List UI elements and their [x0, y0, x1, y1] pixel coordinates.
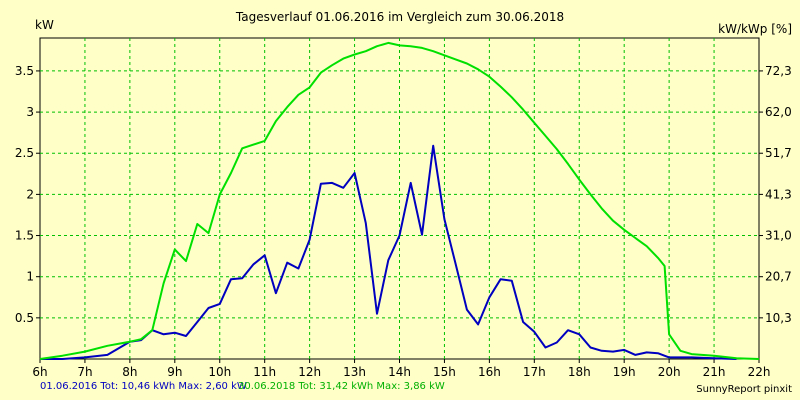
- x-tick-label: 13h: [343, 365, 366, 379]
- y-right-tick-label: 20,7: [765, 270, 792, 284]
- x-tick-label: 15h: [433, 365, 456, 379]
- y-axis-right: 10,3 20,7 31,0 41,3 51,7 62,0 72,3: [759, 64, 792, 325]
- x-tick-label: 11h: [253, 365, 276, 379]
- x-tick-label: 16h: [478, 365, 501, 379]
- y-tick-label: 0.5: [15, 311, 34, 325]
- y-right-tick-label: 62,0: [765, 105, 792, 119]
- x-tick-label: 12h: [298, 365, 321, 379]
- y-tick-label: 3.5: [15, 64, 34, 78]
- x-tick-label: 8h: [122, 365, 137, 379]
- x-tick-label: 9h: [167, 365, 182, 379]
- footer-series-2: 30.06.2018 Tot: 31,42 kWh Max: 3,86 kW: [238, 381, 445, 392]
- x-tick-label: 22h: [748, 365, 771, 379]
- y-right-tick-label: 10,3: [765, 311, 792, 325]
- x-tick-label: 14h: [388, 365, 411, 379]
- x-tick-label: 18h: [568, 365, 591, 379]
- footer-credit: SunnyReport pinxit: [696, 384, 792, 395]
- y-right-tick-label: 31,0: [765, 229, 792, 243]
- x-tick-label: 10h: [208, 365, 231, 379]
- y-tick-label: 2: [26, 187, 34, 201]
- footer-series-1: 01.06.2016 Tot: 10,46 kWh Max: 2,60 kW: [40, 381, 247, 392]
- x-tick-label: 6h: [32, 365, 47, 379]
- series-lines: [39, 41, 760, 360]
- y-right-tick-label: 41,3: [765, 187, 792, 201]
- x-tick-label: 20h: [658, 365, 681, 379]
- y-tick-label: 1: [26, 270, 34, 284]
- right-axis-unit: kW/kWp [%]: [718, 22, 792, 36]
- series-line-1: [40, 144, 737, 360]
- series-line-2: [39, 41, 760, 360]
- y-tick-label: 1.5: [15, 229, 34, 243]
- x-tick-label: 7h: [77, 365, 92, 379]
- y-tick-label: 2.5: [15, 146, 34, 160]
- left-axis-unit: kW: [35, 18, 54, 32]
- y-axis-left: 0.5 1 1.5 2 2.5 3 3.5: [15, 64, 40, 325]
- chart-title: Tagesverlauf 01.06.2016 im Vergleich zum…: [235, 10, 565, 24]
- x-tick-label: 17h: [523, 365, 546, 379]
- y-right-tick-label: 72,3: [765, 64, 792, 78]
- x-tick-label: 19h: [613, 365, 636, 379]
- plot-area: [39, 37, 760, 360]
- y-tick-label: 3: [26, 105, 34, 119]
- y-right-tick-label: 51,7: [765, 146, 792, 160]
- x-axis: 6h 7h 8h 9h 10h 11h 12h 13h 14h 15h 16h 17h 18h 19h 20…: [32, 359, 770, 379]
- x-tick-label: 21h: [703, 365, 726, 379]
